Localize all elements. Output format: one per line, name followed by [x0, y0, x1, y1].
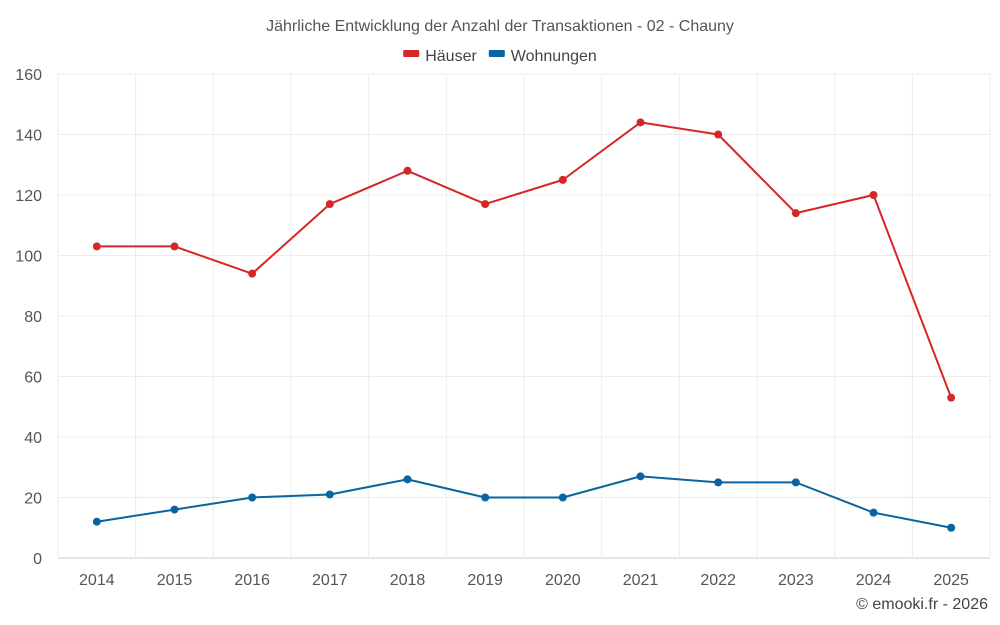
legend-item-0[interactable]: Häuser [403, 48, 477, 65]
series-1-point[interactable] [92, 517, 101, 526]
series-1-line [96, 475, 952, 529]
series-1-point[interactable] [248, 493, 257, 502]
y-tick-label: 160 [15, 67, 42, 84]
x-tick-label: 2023 [778, 572, 814, 589]
x-axis-ticks: 2014 2015 2016 2017 2018 2019 2020 2021 2022 2023… [79, 572, 969, 589]
legend-label: Häuser [425, 48, 477, 65]
legend-swatch [488, 50, 505, 57]
legend-label: Wohnungen [511, 48, 597, 65]
x-tick-label: 2020 [545, 572, 581, 589]
y-tick-label: 140 [15, 128, 42, 145]
series-0-point[interactable] [791, 209, 800, 218]
y-tick-label: 20 [24, 491, 42, 508]
series-1-point[interactable] [947, 523, 956, 532]
copyright-credit: © emooki.fr - 2026 [856, 596, 988, 613]
series-1-point[interactable] [481, 493, 490, 502]
series-1-point[interactable] [869, 508, 878, 517]
series-0 [92, 118, 956, 402]
y-tick-label: 100 [15, 249, 42, 266]
series-0-point[interactable] [170, 242, 179, 251]
x-tick-label: 2025 [933, 572, 969, 589]
series-0-line [96, 121, 953, 399]
x-tick-label: 2021 [623, 572, 659, 589]
series-0-point[interactable] [947, 393, 956, 402]
y-axis-ticks: 0 20 40 60 80 100 120 140 160 [15, 67, 42, 568]
series-1-point[interactable] [558, 493, 567, 502]
x-tick-label: 2018 [390, 572, 426, 589]
legend: Häuser Wohnungen [403, 48, 597, 65]
series-0-point[interactable] [869, 191, 878, 199]
x-gridlines [57, 74, 991, 558]
series-0-point[interactable] [92, 242, 101, 251]
y-tick-label: 40 [24, 430, 42, 447]
x-tick-label: 2019 [467, 572, 503, 589]
series-1-point[interactable] [325, 490, 334, 499]
series-1-point[interactable] [170, 505, 179, 514]
x-tick-label: 2014 [79, 572, 115, 589]
series-0-point[interactable] [248, 269, 257, 278]
y-tick-label: 0 [33, 551, 42, 568]
legend-item-1[interactable]: Wohnungen [488, 48, 597, 65]
series-0-point[interactable] [636, 118, 645, 127]
legend-swatch [403, 50, 420, 57]
x-tick-label: 2017 [312, 572, 348, 589]
series-0-point[interactable] [714, 130, 723, 139]
series-1-point[interactable] [714, 478, 723, 487]
x-tick-label: 2016 [234, 572, 270, 589]
series-0-point[interactable] [481, 200, 490, 209]
y-tick-label: 60 [24, 370, 42, 387]
x-tick-label: 2015 [157, 572, 193, 589]
series-1 [92, 472, 956, 532]
y-tick-label: 120 [15, 188, 42, 205]
x-tick-label: 2022 [700, 572, 736, 589]
y-tick-label: 80 [24, 309, 42, 326]
series-1-point[interactable] [791, 478, 800, 487]
series-1-point[interactable] [403, 475, 412, 484]
series-1-point[interactable] [636, 472, 645, 481]
x-tick-label: 2024 [856, 572, 892, 589]
series-0-point[interactable] [403, 166, 412, 175]
series-0-point[interactable] [558, 175, 567, 184]
series-0-point[interactable] [325, 200, 334, 209]
series-group [92, 118, 956, 532]
chart-title: Jährliche Entwicklung der Anzahl der Tra… [266, 18, 734, 35]
